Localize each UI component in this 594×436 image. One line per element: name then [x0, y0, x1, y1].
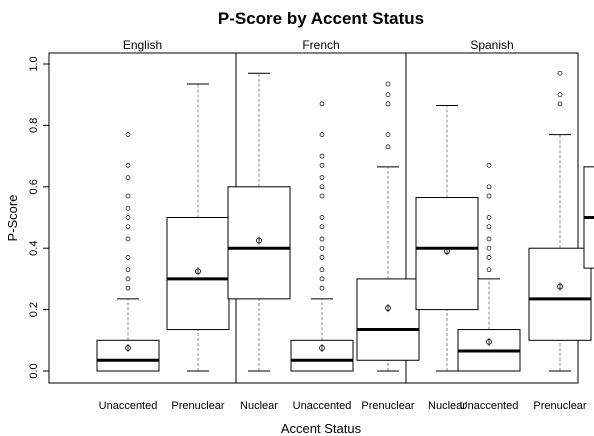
plot-area: 0.0 0.2 0.4 0.6 0.8 1.0 English Unaccented Prenu… — [28, 38, 594, 412]
box — [528, 247, 592, 341]
x-tick-label: Nuclear — [428, 400, 466, 412]
y-tick-label: 0.8 — [28, 118, 40, 133]
x-tick-label: Nuclear — [240, 400, 278, 412]
outlier-point — [486, 224, 492, 230]
outlier-point — [319, 162, 325, 168]
outlier-point — [125, 205, 131, 211]
plot-frame — [48, 52, 579, 384]
outlier-point — [385, 132, 391, 137]
outlier-point — [319, 224, 325, 230]
chart-title: P-Score by Accent Status — [218, 9, 424, 28]
outlier-point — [557, 101, 563, 107]
x-tick-label: Prenuclear — [361, 400, 415, 412]
outlier-point — [385, 101, 391, 107]
outlier-point — [125, 236, 131, 242]
outlier-point — [319, 276, 325, 282]
outlier-point — [385, 144, 391, 150]
outlier-point — [125, 175, 131, 180]
outlier-point — [125, 215, 131, 220]
y-tick-label: 0.2 — [28, 302, 40, 317]
outlier-point — [125, 267, 131, 273]
y-tick-label: 0.0 — [28, 363, 40, 378]
outlier-point — [319, 285, 325, 291]
outlier-point — [125, 255, 131, 260]
outlier-point — [486, 255, 492, 260]
outlier-point — [557, 92, 563, 98]
outlier-point — [125, 193, 131, 199]
y-tick-label: 0.6 — [28, 179, 40, 194]
x-tick-label: Unaccented — [460, 400, 519, 412]
x-tick-label: Prenuclear — [533, 400, 587, 412]
outlier-point — [486, 162, 492, 168]
outlier-point — [319, 153, 325, 159]
outlier-point — [486, 184, 492, 190]
outlier-point — [319, 184, 325, 190]
x-tick-label: Unaccented — [293, 400, 352, 412]
y-tick-label: 1.0 — [28, 56, 40, 71]
outlier-point — [486, 245, 492, 251]
outlier-point — [319, 245, 325, 251]
panel-label: French — [302, 38, 339, 52]
outlier-point — [486, 267, 492, 273]
panel-label: English — [123, 38, 162, 52]
outlier-point — [319, 193, 325, 199]
outlier-point — [319, 132, 325, 137]
outlier-point — [319, 267, 325, 273]
outlier-point — [319, 175, 325, 180]
outlier-point — [319, 236, 325, 242]
outlier-point — [557, 70, 563, 76]
outlier-point — [125, 285, 131, 291]
y-tick-label: 0.4 — [28, 241, 40, 256]
outlier-point — [319, 101, 325, 107]
outlier-point — [125, 276, 131, 282]
outlier-point — [385, 92, 391, 98]
outlier-point — [125, 224, 131, 230]
x-tick-label: Unaccented — [99, 400, 158, 412]
outlier-point — [319, 215, 325, 220]
x-tick-label: Prenuclear — [171, 400, 225, 412]
outlier-point — [486, 236, 492, 242]
box — [356, 278, 420, 361]
outlier-point — [385, 81, 391, 87]
y-axis-label: P-Score — [5, 195, 20, 242]
outlier-point — [319, 255, 325, 260]
outlier-point — [125, 162, 131, 168]
x-axis-label: Accent Status — [281, 421, 362, 436]
outlier-point — [486, 193, 492, 199]
panel-label: Spanish — [470, 38, 513, 52]
outlier-point — [125, 132, 131, 137]
outlier-point — [486, 215, 492, 220]
